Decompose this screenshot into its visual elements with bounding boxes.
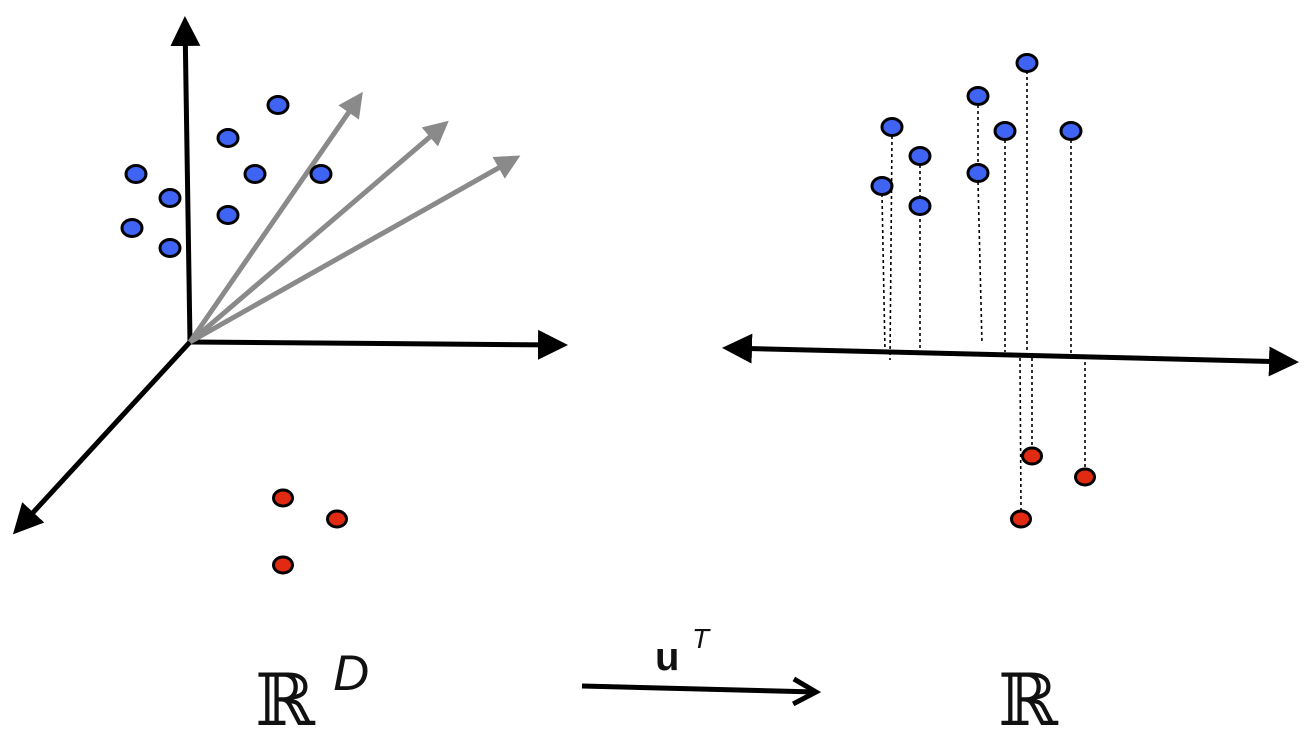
blue-point (966, 163, 990, 183)
right-space-symbol: ℝ (998, 658, 1059, 742)
blue-point (993, 121, 1017, 141)
projection-line (881, 193, 886, 353)
red-point (272, 555, 294, 575)
left-blue-points (120, 95, 333, 258)
right-red-points (1010, 446, 1096, 529)
blue-point (158, 188, 182, 208)
blue-point (309, 164, 333, 184)
left-space-symbol: ℝ (255, 658, 316, 742)
depth-axis (12, 340, 192, 535)
projection-line (977, 181, 983, 345)
red-point (1021, 446, 1043, 466)
direction-vector-1 (187, 91, 363, 344)
blue-point (243, 164, 267, 184)
red-point (1010, 509, 1032, 529)
blue-point (908, 146, 932, 166)
vertical-axis (170, 16, 201, 343)
blue-point (870, 176, 894, 196)
blue-point (120, 218, 144, 238)
projection-lines (881, 71, 1086, 511)
red-point (1074, 467, 1096, 487)
blue-point (880, 117, 904, 137)
projection-line (1019, 357, 1022, 511)
red-point (272, 488, 294, 508)
blue-point (908, 196, 932, 216)
red-point (326, 509, 348, 529)
blue-point (216, 205, 240, 225)
left-3d-axes (12, 16, 568, 535)
blue-point (158, 238, 182, 258)
mapping-superscript: T (692, 623, 711, 654)
real-line-axis (722, 333, 1299, 377)
blue-point (266, 95, 290, 115)
mapping-arrow (581, 686, 816, 692)
blue-point (1015, 53, 1039, 73)
blue-point (216, 128, 240, 148)
right-blue-points (870, 53, 1083, 216)
blue-point (966, 86, 990, 106)
blue-point (1059, 121, 1083, 141)
mapping-vector-label: u (655, 635, 679, 679)
left-space-superscript: D (333, 645, 369, 701)
left-red-points (272, 488, 348, 575)
direction-vectors (187, 91, 521, 345)
direction-vector-3 (188, 155, 521, 345)
horizontal-axis (189, 329, 568, 360)
blue-point (124, 164, 148, 184)
projection-line (889, 135, 893, 361)
direction-vector-2 (188, 120, 449, 344)
